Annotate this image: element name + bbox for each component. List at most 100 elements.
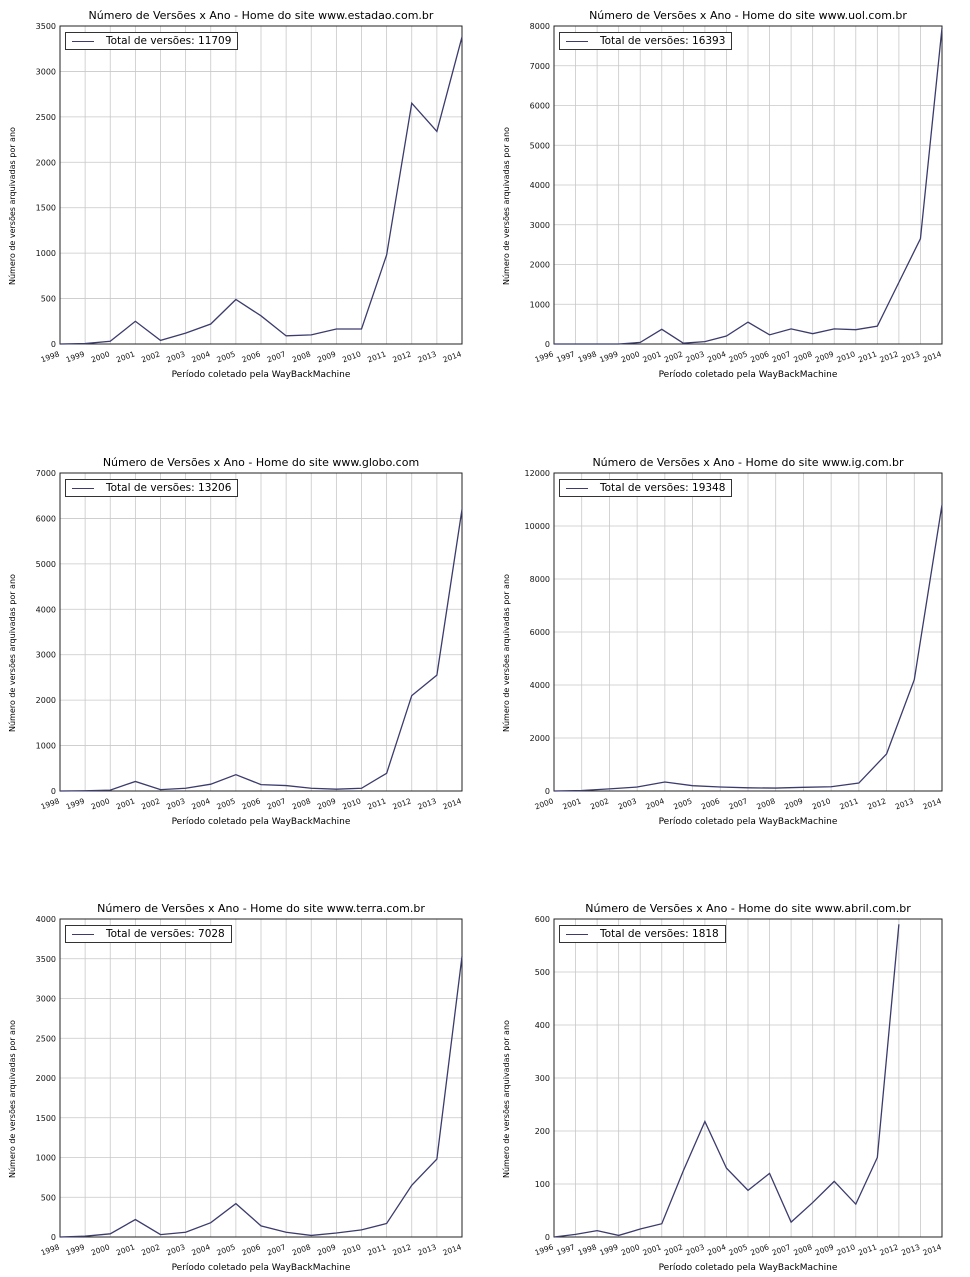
x-tick-label: 2013: [894, 796, 915, 811]
x-axis-label: Período coletado pela WayBackMachine: [658, 370, 838, 380]
x-tick-label: 2010: [341, 796, 362, 811]
x-tick-label: 1996: [534, 1242, 555, 1257]
x-tick-label: 2003: [165, 349, 186, 364]
x-tick-label: 2008: [291, 1242, 312, 1257]
x-tick-label: 2013: [900, 349, 921, 364]
y-tick-label: 4000: [36, 915, 56, 924]
x-tick-label: 2014: [922, 349, 943, 364]
x-tick-label: 2002: [140, 796, 161, 811]
legend-line-swatch: [566, 40, 588, 42]
x-tick-label: 2012: [391, 349, 412, 364]
plot-frame: [553, 472, 943, 792]
x-tick-label: 1999: [598, 1242, 619, 1257]
y-tick-label: 1000: [530, 300, 550, 309]
legend: Total de versões: 19348: [559, 479, 733, 497]
x-axis-label: Período coletado pela WayBackMachine: [171, 817, 351, 827]
legend: Total de versões: 13206: [65, 479, 239, 497]
x-tick-label: 2013: [417, 1242, 438, 1257]
plot-frame: [59, 472, 463, 792]
y-tick-label: 3000: [530, 221, 550, 230]
y-tick-label: 2000: [36, 158, 56, 167]
x-tick-label: 2008: [291, 796, 312, 811]
x-tick-label: 2012: [391, 796, 412, 811]
x-tick-label: 2003: [685, 349, 706, 364]
y-tick-label: 4000: [36, 605, 56, 614]
x-tick-label: 2004: [645, 796, 666, 811]
x-tick-label: 2010: [835, 1242, 856, 1257]
y-axis-label: Número de versões arquivadas por ano: [8, 574, 17, 732]
x-tick-label: 2009: [814, 349, 835, 364]
y-tick-label: 3000: [36, 67, 56, 76]
x-tick-label: 2000: [90, 796, 111, 811]
x-tick-label: 2005: [728, 1242, 749, 1257]
y-tick-label: 2000: [530, 734, 550, 743]
x-tick-label: 2003: [165, 796, 186, 811]
x-tick-label: 2000: [534, 796, 555, 811]
y-tick-label: 6000: [36, 514, 56, 523]
x-tick-label: 2003: [685, 1242, 706, 1257]
x-axis-label: Período coletado pela WayBackMachine: [658, 1263, 838, 1273]
x-tick-label: 2002: [589, 796, 610, 811]
y-axis-label: Número de versões arquivadas por ano: [8, 1020, 17, 1178]
x-axis-label: Período coletado pela WayBackMachine: [171, 370, 351, 380]
x-tick-label: 1998: [577, 349, 598, 364]
x-tick-label: 2013: [417, 796, 438, 811]
x-tick-label: 2009: [316, 796, 337, 811]
y-tick-label: 500: [41, 295, 56, 304]
legend: Total de versões: 1818: [559, 925, 726, 943]
x-tick-label: 2009: [814, 1242, 835, 1257]
x-tick-label: 2005: [216, 349, 237, 364]
chart-title: Número de Versões x Ano - Home do site w…: [88, 9, 434, 22]
y-tick-label: 4000: [530, 181, 550, 190]
y-tick-label: 0: [545, 787, 550, 796]
legend-label: Total de versões: 11709: [106, 35, 232, 47]
x-tick-label: 2010: [811, 796, 832, 811]
chart-panel-abril: Número de Versões x Ano - Home do site w…: [485, 888, 970, 1277]
x-tick-label: 2008: [792, 349, 813, 364]
x-tick-label: 2012: [391, 1242, 412, 1257]
legend-line-swatch: [72, 487, 94, 489]
y-tick-label: 500: [535, 968, 550, 977]
x-tick-label: 2001: [115, 1242, 136, 1257]
x-tick-label: 2010: [835, 349, 856, 364]
y-tick-label: 3500: [36, 955, 56, 964]
y-axis-label: Número de versões arquivadas por ano: [502, 1020, 511, 1178]
y-tick-label: 5000: [530, 141, 550, 150]
x-tick-label: 2007: [728, 796, 749, 811]
x-tick-label: 2010: [341, 349, 362, 364]
x-tick-label: 2010: [341, 1242, 362, 1257]
chart-title: Número de Versões x Ano - Home do site w…: [592, 456, 904, 469]
x-tick-label: 2004: [190, 1242, 211, 1257]
x-tick-label: 2004: [706, 1242, 727, 1257]
x-tick-label: 2009: [316, 1242, 337, 1257]
plot-frame: [553, 918, 943, 1238]
x-tick-label: 2006: [241, 349, 262, 364]
y-tick-label: 100: [535, 1180, 550, 1189]
y-tick-label: 2500: [36, 1034, 56, 1043]
y-tick-label: 600: [535, 915, 550, 924]
x-tick-label: 1997: [555, 349, 576, 364]
y-tick-label: 7000: [36, 469, 56, 478]
x-tick-label: 2007: [771, 349, 792, 364]
y-tick-label: 1000: [36, 742, 56, 751]
y-tick-label: 300: [535, 1074, 550, 1083]
chart-title: Número de Versões x Ano - Home do site w…: [102, 456, 420, 469]
x-tick-label: 2003: [165, 1242, 186, 1257]
x-tick-label: 2005: [728, 349, 749, 364]
y-tick-label: 2000: [36, 1074, 56, 1083]
y-tick-label: 6000: [530, 102, 550, 111]
y-axis-label: Número de versões arquivadas por ano: [8, 127, 17, 285]
x-tick-label: 1996: [534, 349, 555, 364]
chart-title: Número de Versões x Ano - Home do site w…: [97, 902, 425, 915]
x-tick-label: 2012: [879, 349, 900, 364]
x-tick-label: 2011: [366, 1242, 387, 1257]
x-tick-label: 2011: [857, 349, 878, 364]
x-tick-label: 2012: [866, 796, 887, 811]
legend-label: Total de versões: 1818: [600, 928, 719, 940]
x-tick-label: 1997: [555, 1242, 576, 1257]
y-tick-label: 500: [41, 1193, 56, 1202]
y-tick-label: 1500: [36, 1114, 56, 1123]
x-tick-label: 2003: [617, 796, 638, 811]
